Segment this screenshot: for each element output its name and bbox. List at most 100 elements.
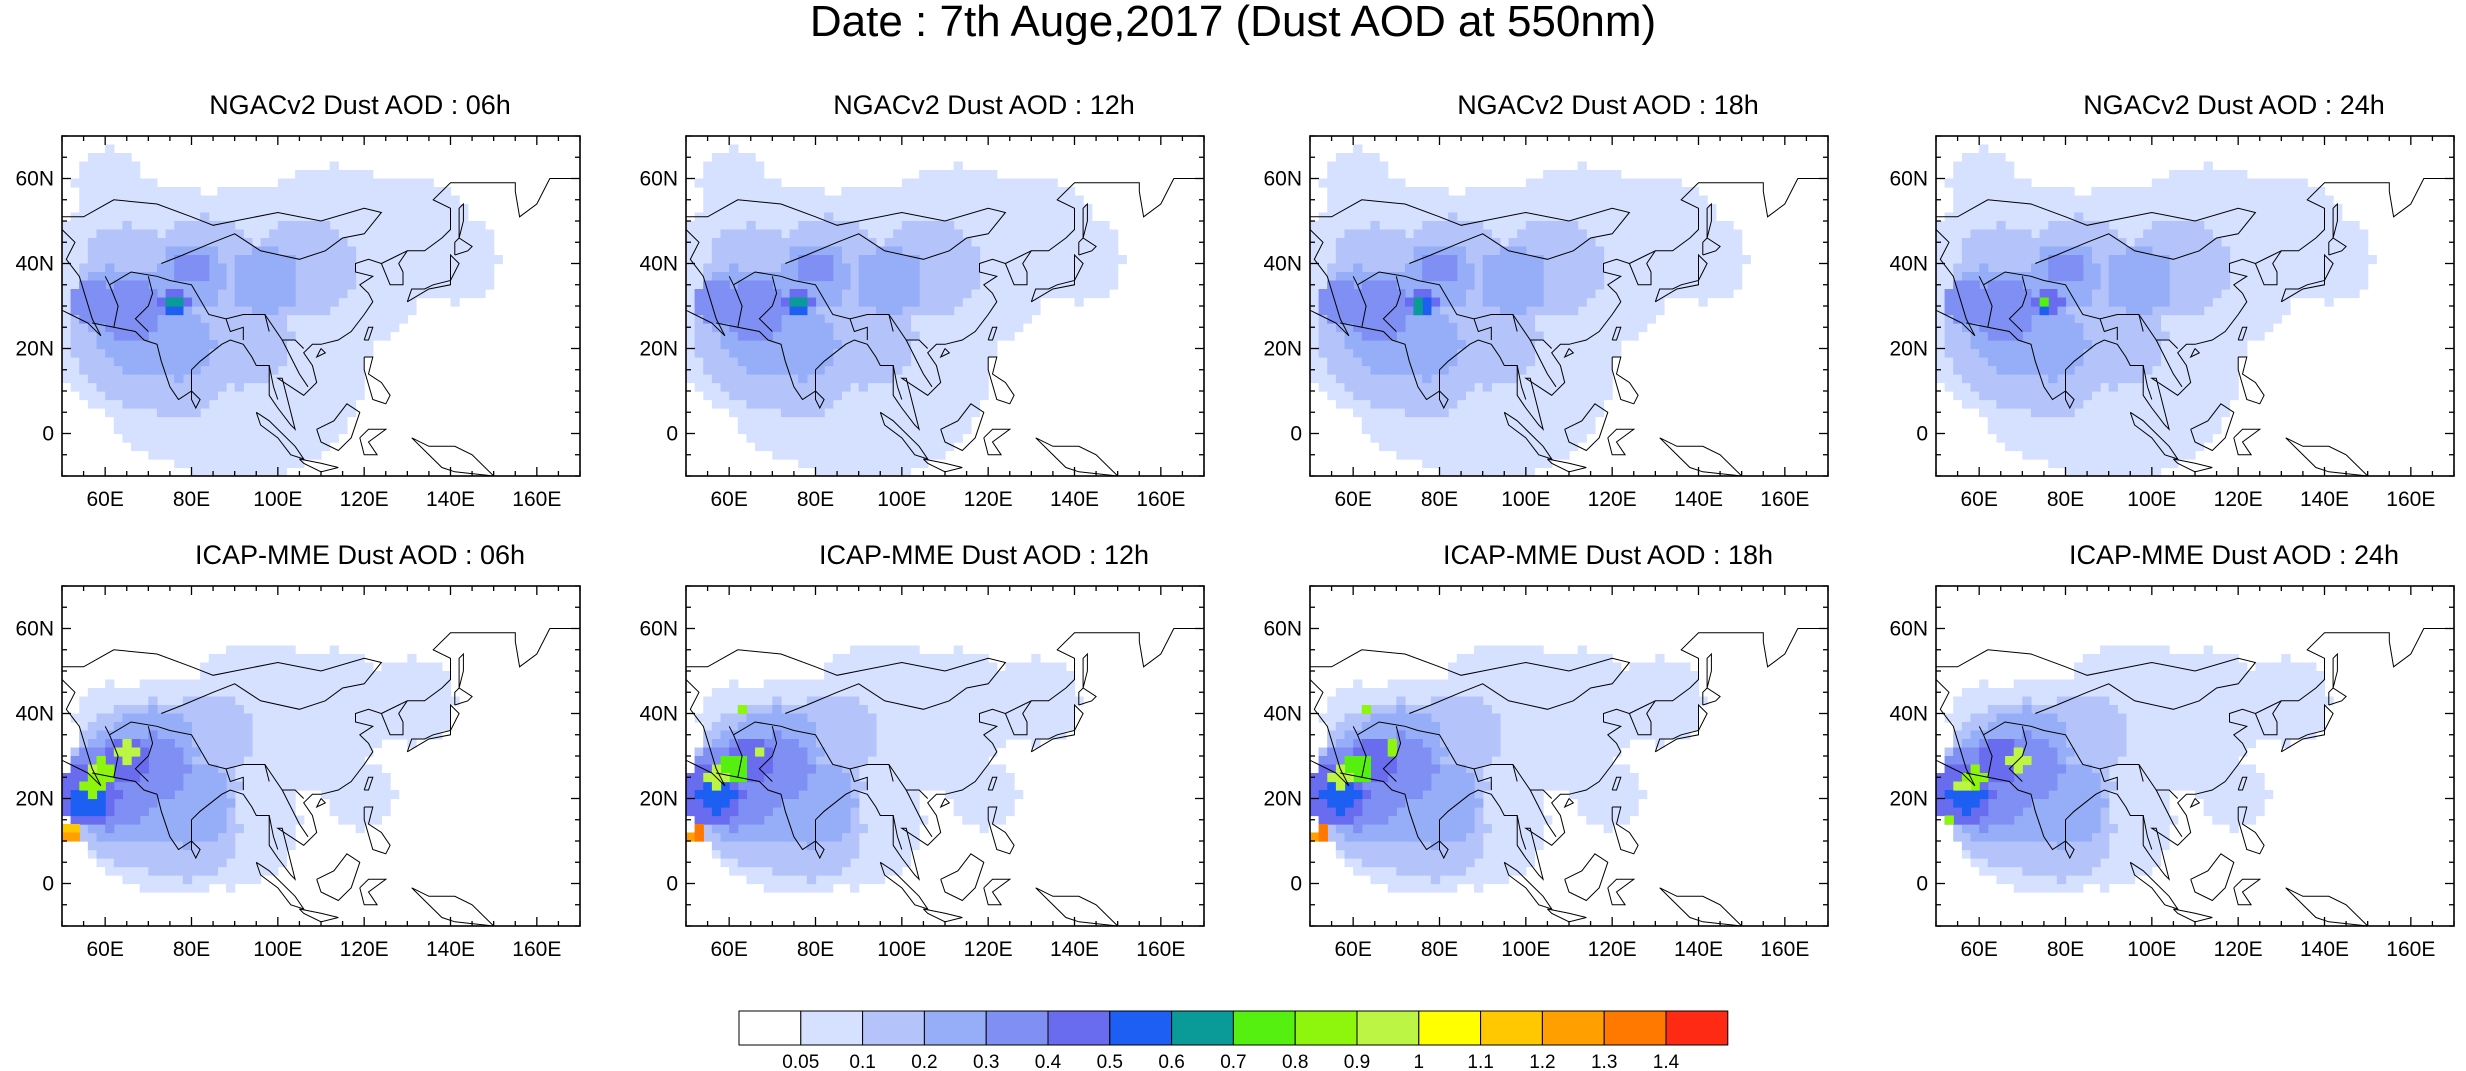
colorbar-swatch xyxy=(1541,1010,1605,1046)
aod-field xyxy=(1936,645,2334,893)
x-tick-label: 80E xyxy=(173,488,210,511)
aod-field xyxy=(1310,645,1708,893)
dust-map: 60N 40N 20N 0 60E 80E 100E 120E 140E 160E xyxy=(1889,585,2455,961)
colorbar-label: 0.2 xyxy=(911,1052,937,1070)
colorbar-label: 0.7 xyxy=(1220,1052,1246,1070)
aod-field xyxy=(62,645,460,893)
dust-map: 60N 40N 20N 0 60E 80E 100E 120E 140E 160E xyxy=(639,135,1205,511)
colorbar-label: 0.9 xyxy=(1344,1052,1370,1070)
x-tick-label: 140E xyxy=(426,938,475,961)
y-tick-label: 40N xyxy=(1263,703,1302,726)
x-tick-label: 140E xyxy=(426,488,475,511)
y-tick-label: 40N xyxy=(1889,703,1928,726)
x-tick-label: 80E xyxy=(173,938,210,961)
aod-field xyxy=(62,144,503,476)
colorbar-label: 1.1 xyxy=(1467,1052,1493,1070)
x-tick-label: 60E xyxy=(1960,488,1997,511)
y-tick-label: 20N xyxy=(639,788,678,811)
x-tick-label: 140E xyxy=(1674,938,1723,961)
coastlines xyxy=(686,628,1204,926)
colorbar-swatch xyxy=(1418,1010,1482,1046)
panel-title: NGACv2 Dust AOD : 12h xyxy=(684,90,1284,120)
map-panel-icap-18h: ICAP-MME Dust AOD : 18h 60N 40N 20N 0 60E 80E… xyxy=(1263,540,1920,990)
colorbar-swatch xyxy=(800,1010,864,1046)
colorbar-swatch xyxy=(1232,1010,1296,1046)
x-tick-label: 60E xyxy=(1334,488,1371,511)
colorbar-swatch xyxy=(985,1010,1049,1046)
y-tick-label: 40N xyxy=(639,253,678,276)
x-tick-label: 120E xyxy=(340,938,389,961)
map-panel-ngac-24h: NGACv2 Dust AOD : 24h 60N 40N 20N 0 60E 80E 10… xyxy=(1889,90,2466,540)
x-tick-label: 100E xyxy=(877,938,926,961)
y-tick-label: 0 xyxy=(666,873,678,896)
map-panel-ngac-18h: NGACv2 Dust AOD : 18h 60N 40N 20N 0 60E 80E 10… xyxy=(1263,90,1920,540)
x-tick-label: 120E xyxy=(2214,938,2263,961)
x-tick-label: 60E xyxy=(1960,938,1997,961)
colorbar-swatch xyxy=(862,1010,925,1046)
tick-marks xyxy=(61,585,581,927)
colorbar-label: 0.1 xyxy=(849,1052,875,1070)
x-tick-label: 160E xyxy=(512,938,561,961)
x-tick-label: 80E xyxy=(1421,938,1458,961)
colorbar-label: 0.6 xyxy=(1158,1052,1184,1070)
tick-marks xyxy=(685,585,1205,927)
colorbar-swatch xyxy=(923,1010,987,1046)
y-tick-label: 0 xyxy=(666,423,678,446)
y-tick-label: 20N xyxy=(15,788,54,811)
x-tick-label: 160E xyxy=(2386,938,2435,961)
aod-field xyxy=(1310,144,1751,476)
x-tick-label: 160E xyxy=(512,488,561,511)
coastlines xyxy=(1936,628,2454,926)
y-tick-label: 0 xyxy=(1290,423,1302,446)
y-tick-label: 40N xyxy=(1889,253,1928,276)
x-tick-label: 160E xyxy=(1760,938,1809,961)
x-tick-label: 140E xyxy=(1050,938,1099,961)
panel-title: ICAP-MME Dust AOD : 06h xyxy=(60,540,660,570)
coastlines xyxy=(686,178,1204,476)
y-tick-label: 40N xyxy=(1263,253,1302,276)
aod-field xyxy=(686,645,1084,893)
figure-title: Date : 7th Auge,2017 (Dust AOD at 550nm) xyxy=(0,0,2466,44)
x-tick-label: 80E xyxy=(1421,488,1458,511)
x-tick-label: 120E xyxy=(964,488,1013,511)
x-tick-label: 100E xyxy=(1501,488,1550,511)
tick-marks xyxy=(685,135,1205,477)
tick-marks xyxy=(1935,585,2455,927)
x-tick-label: 100E xyxy=(877,488,926,511)
tick-marks xyxy=(1309,135,1829,477)
panel-title: ICAP-MME Dust AOD : 12h xyxy=(684,540,1284,570)
y-tick-label: 40N xyxy=(15,703,54,726)
dust-map: 60N 40N 20N 0 60E 80E 100E 120E 140E 160E xyxy=(15,135,581,511)
y-tick-label: 60N xyxy=(1889,618,1928,641)
colorbar-swatch xyxy=(1603,1010,1667,1046)
y-tick-label: 60N xyxy=(1263,168,1302,191)
coastlines xyxy=(62,628,580,926)
x-tick-label: 80E xyxy=(797,488,834,511)
colorbar-label: 1.2 xyxy=(1529,1052,1555,1070)
colorbar-swatch xyxy=(738,1010,802,1046)
panel-title: NGACv2 Dust AOD : 18h xyxy=(1308,90,1908,120)
panel-title: ICAP-MME Dust AOD : 18h xyxy=(1308,540,1908,570)
colorbar: 0.05 0.1 0.2 0.3 0.4 0.5 0.6 0.7 0.8 0.9 1 1.1 1.2 1.… xyxy=(738,1010,1729,1070)
colorbar-label: 0.3 xyxy=(973,1052,999,1070)
y-tick-label: 60N xyxy=(639,618,678,641)
panel-title: NGACv2 Dust AOD : 24h xyxy=(1934,90,2466,120)
aod-field xyxy=(1936,144,2377,476)
y-tick-label: 60N xyxy=(15,168,54,191)
map-panel-icap-24h: ICAP-MME Dust AOD : 24h 60N 40N 20N 0 60E 80E… xyxy=(1889,540,2466,990)
dust-map: 60N 40N 20N 0 60E 80E 100E 120E 140E 160E xyxy=(15,585,581,961)
x-tick-label: 120E xyxy=(340,488,389,511)
x-tick-label: 80E xyxy=(2047,938,2084,961)
x-tick-label: 120E xyxy=(2214,488,2263,511)
colorbar-swatch xyxy=(1047,1010,1111,1046)
tick-marks xyxy=(1935,135,2455,477)
map-panel-icap-06h: ICAP-MME Dust AOD : 06h 60N 40N 20N 0 60E 80E… xyxy=(15,540,672,990)
y-tick-label: 0 xyxy=(1290,873,1302,896)
y-tick-label: 0 xyxy=(1916,873,1928,896)
aod-field xyxy=(686,144,1127,476)
x-tick-label: 60E xyxy=(86,938,123,961)
x-tick-label: 160E xyxy=(2386,488,2435,511)
x-tick-label: 100E xyxy=(2127,938,2176,961)
panel-title: NGACv2 Dust AOD : 06h xyxy=(60,90,660,120)
x-tick-label: 120E xyxy=(964,938,1013,961)
